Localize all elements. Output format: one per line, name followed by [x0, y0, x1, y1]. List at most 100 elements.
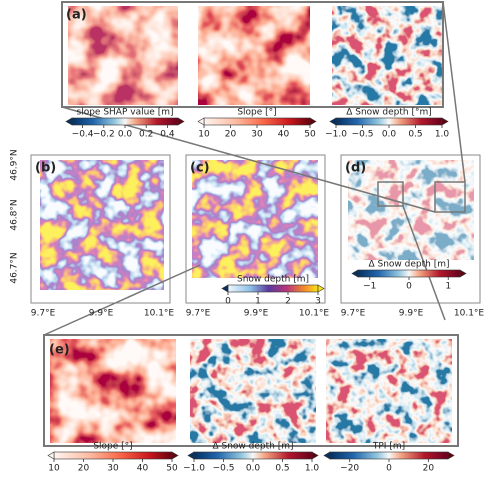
colorbar-tick-label: 0.2 — [139, 130, 153, 140]
colorbar-label: Slope [°] — [237, 108, 276, 118]
colorbar-tick-label: −1.0 — [325, 130, 347, 140]
colorbar — [329, 451, 449, 460]
panel-frame — [185, 154, 326, 304]
colorbar-tick-label: 0 — [225, 297, 231, 307]
colorbar-label: Δ Snow depth [m] — [212, 442, 293, 452]
colorbar-extend — [309, 117, 317, 126]
colorbar-tick-label: 1 — [445, 282, 451, 292]
colorbar-extend — [187, 451, 195, 460]
inset-frame-a — [61, 1, 444, 108]
colorbar-tick-label: 20 — [423, 464, 435, 474]
map-e-slope — [50, 339, 176, 443]
colorbar-tick-label: 1 — [255, 297, 261, 307]
lat-label: 46.8°N — [10, 199, 20, 230]
colorbar-label: Snow depth [m] — [237, 275, 309, 285]
colorbar-extend — [177, 117, 185, 126]
colorbar-extend — [323, 451, 331, 460]
map-c — [192, 160, 318, 278]
connector — [442, 1, 466, 183]
colorbar-extend — [47, 451, 55, 460]
colorbar-extend — [171, 451, 179, 460]
colorbar-tick-label: 0.5 — [275, 464, 289, 474]
lon-label: 9.7°E — [31, 309, 56, 319]
colorbar-tick-label: 20 — [225, 130, 237, 140]
map-shap — [68, 6, 178, 105]
colorbar-tick-label: 2 — [285, 297, 291, 307]
lat-label: 46.7°N — [10, 252, 20, 283]
colorbar-extend — [447, 451, 455, 460]
colorbar-tick-label: 20 — [78, 464, 90, 474]
colorbar-extend — [311, 451, 319, 460]
panel-label: (e) — [49, 343, 70, 358]
colorbar-extend — [459, 269, 467, 278]
colorbar-label: Δ Snow depth [m] — [368, 260, 449, 270]
colorbar-tick-label: 40 — [137, 464, 149, 474]
colorbar-tick-label: −0.5 — [213, 464, 235, 474]
colorbar-extend — [329, 117, 337, 126]
colorbar-tick-label: 10 — [48, 464, 60, 474]
panel-label: (b) — [35, 161, 56, 176]
colorbar-label: Slope [°] — [93, 442, 132, 452]
lon-label: 10.1°E — [454, 309, 485, 319]
panel-frame — [30, 154, 171, 304]
colorbar-tick-label: −20 — [340, 464, 359, 474]
colorbar-tick-label: −0.5 — [352, 130, 374, 140]
map-e-delta — [190, 339, 316, 443]
colorbar-tick-label: −1.0 — [183, 464, 205, 474]
maps — [40, 6, 474, 443]
colorbar-tick-label: 0.0 — [118, 130, 133, 140]
colorbar — [71, 117, 179, 126]
colorbar-tick-label: 3 — [315, 297, 321, 307]
zoom-box — [377, 181, 404, 207]
colorbar — [335, 117, 443, 126]
colorbar-tick-label: −0.4 — [72, 130, 94, 140]
lon-label: 9.9°E — [89, 309, 114, 319]
map-delta — [332, 6, 442, 105]
panel-label: (c) — [190, 161, 210, 176]
colorbar-extend — [351, 269, 359, 278]
panel-label: (a) — [66, 8, 87, 23]
connector — [402, 205, 446, 321]
colorbar-tick-label: 1.0 — [435, 130, 450, 140]
colorbar — [193, 451, 313, 460]
colorbar-tick-label: 10 — [198, 130, 210, 140]
lat-label: 46.9°N — [10, 149, 20, 180]
map-slope — [198, 6, 310, 105]
colorbar-tick-label: 0.0 — [382, 130, 397, 140]
colorbar-tick-label: −0.2 — [93, 130, 115, 140]
colorbar-extend — [317, 284, 325, 293]
colorbar-tick-label: 0 — [386, 464, 392, 474]
colorbar-label: Δ Snow depth [°m] — [346, 108, 432, 118]
colorbar-tick-label: 0.4 — [160, 130, 175, 140]
colorbar-label: TPI [m] — [372, 442, 405, 452]
colorbar — [357, 269, 461, 278]
lon-label: 10.1°E — [299, 309, 330, 319]
lon-label: 9.9°E — [399, 309, 424, 319]
colorbar-tick-label: 30 — [107, 464, 119, 474]
colorbar-extend — [197, 117, 205, 126]
panel-label: (d) — [345, 161, 366, 176]
lon-label: 9.9°E — [244, 309, 269, 319]
colorbar-extend — [221, 284, 229, 293]
colorbar-extend — [441, 117, 449, 126]
map-e-tpi — [326, 339, 452, 443]
colorbar-label: slope SHAP value [m] — [77, 108, 174, 118]
inset-frame-e — [43, 334, 459, 447]
colorbar-extend — [65, 117, 73, 126]
lon-label: 9.7°E — [186, 309, 211, 319]
lon-label: 9.7°E — [341, 309, 366, 319]
connector — [43, 264, 201, 336]
colorbar-tick-label: 0.0 — [246, 464, 261, 474]
colorbar-tick-label: 50 — [166, 464, 178, 474]
colorbar-tick-label: 40 — [278, 130, 290, 140]
colorbar — [53, 451, 173, 460]
colorbar-tick-label: 50 — [304, 130, 316, 140]
colorbar-tick-label: 1.0 — [305, 464, 320, 474]
panel-frame — [340, 154, 481, 304]
colorbar-tick-label: 0.5 — [408, 130, 422, 140]
colorbar — [227, 284, 319, 293]
map-d — [348, 160, 474, 260]
zoom-box — [434, 181, 466, 213]
lon-label: 10.1°E — [144, 309, 175, 319]
